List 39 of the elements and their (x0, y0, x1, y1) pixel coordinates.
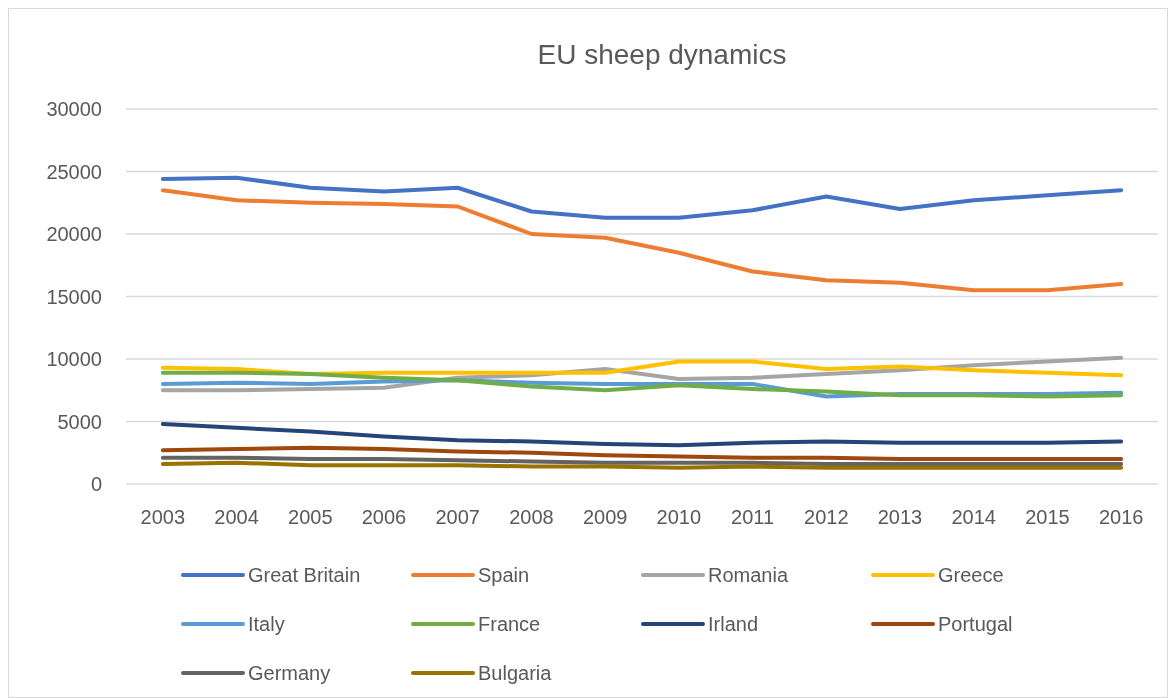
x-tick-label: 2008 (509, 506, 554, 528)
legend-label: Germany (248, 662, 331, 684)
x-tick-label: 2006 (361, 506, 407, 528)
y-tick-label: 5000 (57, 410, 102, 433)
line-series (160, 455, 1124, 466)
x-tick-label: 2005 (288, 506, 333, 528)
x-tick-label: 2003 (140, 506, 186, 528)
legend-label: Spain (478, 564, 530, 586)
y-tick-label: 10000 (46, 348, 102, 370)
legend-label: Greece (938, 564, 1004, 586)
y-tick-label: 0 (90, 473, 102, 495)
y-tick-label: 30000 (46, 98, 102, 120)
x-tick-label: 2011 (731, 506, 775, 528)
x-tick-label: 2012 (804, 506, 849, 528)
x-tick-label: 2016 (1098, 506, 1144, 528)
legend-label: Great Britain (248, 564, 361, 586)
x-tick-label: 2013 (877, 506, 923, 528)
legend-label: Portugal (938, 613, 1013, 635)
y-tick-label: 25000 (46, 160, 102, 183)
y-tick-label: 15000 (46, 285, 102, 308)
legend-label: Italy (248, 613, 285, 635)
x-tick-label: 2004 (214, 506, 259, 528)
line-series (160, 422, 1124, 448)
x-tick-label: 2010 (656, 506, 702, 528)
chart-title: EU sheep dynamics (537, 39, 787, 70)
line-series (160, 359, 1124, 378)
legend-label: Bulgaria (478, 662, 553, 684)
line-series (160, 175, 1124, 220)
line-series (160, 445, 1124, 461)
legend-label: Irland (708, 613, 759, 635)
x-tick-label: 2015 (1025, 506, 1070, 528)
legend-label: Romania (708, 564, 789, 586)
x-tick-label: 2007 (435, 506, 480, 528)
line-series (160, 370, 1124, 399)
legend-label: France (478, 613, 541, 635)
line-series (160, 188, 1124, 293)
x-tick-label: 2009 (582, 506, 628, 528)
x-tick-label: 2014 (951, 506, 996, 528)
y-tick-label: 20000 (46, 223, 102, 245)
